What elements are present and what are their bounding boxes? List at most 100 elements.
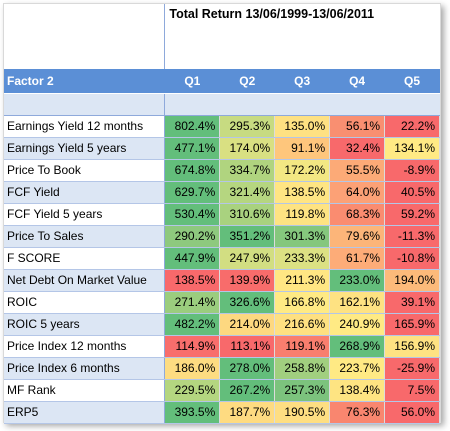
row-label: Earnings Yield 12 months (4, 115, 166, 138)
table-row: FCF Yield 5 years 530.4% 310.6% 119.8% 68.3%… (4, 203, 440, 226)
spacer-cell (329, 93, 385, 116)
value-cell-q2: 295.3% (219, 115, 276, 138)
value-cell-q3: 257.3% (274, 379, 331, 402)
value-cell-q5: 59.2% (384, 203, 440, 226)
value-cell-q2: 310.6% (219, 203, 276, 226)
value-cell-q1: 674.8% (164, 159, 221, 182)
table-frame: Total Return 13/06/1999-13/06/2011 Facto… (3, 3, 441, 424)
spacer-cell (164, 93, 220, 116)
spacer-cell (384, 93, 440, 116)
table-row: MF Rank 229.5% 267.2% 257.3% 138.4% 7.5% (4, 379, 440, 402)
value-cell-q5: 194.0% (384, 269, 440, 292)
value-cell-q4: 55.5% (329, 159, 386, 182)
value-cell-q4: 79.6% (329, 225, 386, 248)
table-row: F SCORE 447.9% 247.9% 233.3% 61.7% -10.8% (4, 247, 440, 270)
value-cell-q3: 138.5% (274, 181, 331, 204)
value-cell-q2: 278.0% (219, 357, 276, 380)
value-cell-q2: 334.7% (219, 159, 276, 182)
top-left-blank (4, 4, 166, 69)
value-cell-q5: 40.5% (384, 181, 440, 204)
spacer-row (4, 93, 440, 116)
value-cell-q1: 290.2% (164, 225, 221, 248)
value-cell-q5: 39.1% (384, 291, 440, 314)
value-cell-q3: 258.8% (274, 357, 331, 380)
value-cell-q3: 172.2% (274, 159, 331, 182)
header-row: Factor 2 Q1 Q2 Q3 Q4 Q5 (4, 69, 440, 94)
table-row: Net Debt On Market Value 138.5% 139.9% 211.… (4, 269, 440, 292)
row-label: Price To Book (4, 159, 166, 182)
value-cell-q4: 233.0% (329, 269, 386, 292)
value-cell-q4: 76.3% (329, 401, 386, 424)
value-cell-q1: 271.4% (164, 291, 221, 314)
value-cell-q2: 139.9% (219, 269, 276, 292)
row-label: ROIC (4, 291, 166, 314)
value-cell-q1: 114.9% (164, 335, 221, 358)
row-label: FCF Yield 5 years (4, 203, 166, 226)
value-cell-q2: 326.6% (219, 291, 276, 314)
value-cell-q5: -10.8% (384, 247, 440, 270)
value-cell-q4: 68.3% (329, 203, 386, 226)
value-cell-q2: 214.0% (219, 313, 276, 336)
value-cell-q1: 138.5% (164, 269, 221, 292)
value-cell-q4: 240.9% (329, 313, 386, 336)
value-cell-q3: 135.0% (274, 115, 331, 138)
value-cell-q1: 482.2% (164, 313, 221, 336)
value-cell-q1: 229.5% (164, 379, 221, 402)
spacer-cell (274, 93, 330, 116)
value-cell-q2: 187.7% (219, 401, 276, 424)
row-label: MF Rank (4, 379, 166, 402)
value-cell-q4: 268.9% (329, 335, 386, 358)
value-cell-q5: 165.9% (384, 313, 440, 336)
value-cell-q4: 64.0% (329, 181, 386, 204)
table-row: FCF Yield 629.7% 321.4% 138.5% 64.0% 40.5% (4, 181, 440, 204)
value-cell-q3: 233.3% (274, 247, 331, 270)
row-label: ROIC 5 years (4, 313, 166, 336)
value-cell-q1: 530.4% (164, 203, 221, 226)
table-row: Price To Sales 290.2% 351.2% 301.3% 79.6% -11… (4, 225, 440, 248)
value-cell-q4: 56.1% (329, 115, 386, 138)
value-cell-q5: 156.9% (384, 335, 440, 358)
value-cell-q2: 267.2% (219, 379, 276, 402)
value-cell-q5: 56.0% (384, 401, 440, 424)
value-cell-q3: 91.1% (274, 137, 331, 160)
value-cell-q3: 211.3% (274, 269, 331, 292)
row-header-label: Factor 2 (4, 69, 165, 94)
column-header-q5: Q5 (384, 69, 440, 94)
column-header-q1: Q1 (164, 69, 220, 94)
value-cell-q2: 113.1% (219, 335, 276, 358)
value-cell-q3: 190.5% (274, 401, 331, 424)
value-cell-q3: 166.8% (274, 291, 331, 314)
value-cell-q5: -11.3% (384, 225, 440, 248)
value-cell-q5: -8.9% (384, 159, 440, 182)
value-cell-q5: 7.5% (384, 379, 440, 402)
column-header-q3: Q3 (274, 69, 330, 94)
value-cell-q4: 32.4% (329, 137, 386, 160)
row-label: Price Index 6 months (4, 357, 166, 380)
value-cell-q1: 186.0% (164, 357, 221, 380)
table-row: Price Index 12 months 114.9% 113.1% 119.1% 2… (4, 335, 440, 358)
table-row: Earnings Yield 12 months 802.4% 295.3% 135.… (4, 115, 440, 138)
spacer-cell (4, 93, 166, 116)
value-cell-q5: 134.1% (384, 137, 440, 160)
return-table: Total Return 13/06/1999-13/06/2011 Facto… (4, 4, 440, 424)
value-cell-q1: 447.9% (164, 247, 221, 270)
value-cell-q2: 247.9% (219, 247, 276, 270)
value-cell-q1: 802.4% (164, 115, 221, 138)
value-cell-q1: 629.7% (164, 181, 221, 204)
row-label: Price To Sales (4, 225, 166, 248)
value-cell-q4: 61.7% (329, 247, 386, 270)
value-cell-q1: 477.1% (164, 137, 221, 160)
value-cell-q3: 119.8% (274, 203, 331, 226)
value-cell-q3: 301.3% (274, 225, 331, 248)
value-cell-q3: 216.6% (274, 313, 331, 336)
value-cell-q2: 321.4% (219, 181, 276, 204)
row-label: Net Debt On Market Value (4, 269, 166, 292)
row-label: Earnings Yield 5 years (4, 137, 166, 160)
table-row: Price Index 6 months 186.0% 278.0% 258.8% 22… (4, 357, 440, 380)
row-label: FCF Yield (4, 181, 166, 204)
table-row: Earnings Yield 5 years 477.1% 174.0% 91.1% 3… (4, 137, 440, 160)
value-cell-q2: 351.2% (219, 225, 276, 248)
value-cell-q2: 174.0% (219, 137, 276, 160)
table-title: Total Return 13/06/1999-13/06/2011 (169, 7, 375, 21)
value-cell-q4: 162.1% (329, 291, 386, 314)
